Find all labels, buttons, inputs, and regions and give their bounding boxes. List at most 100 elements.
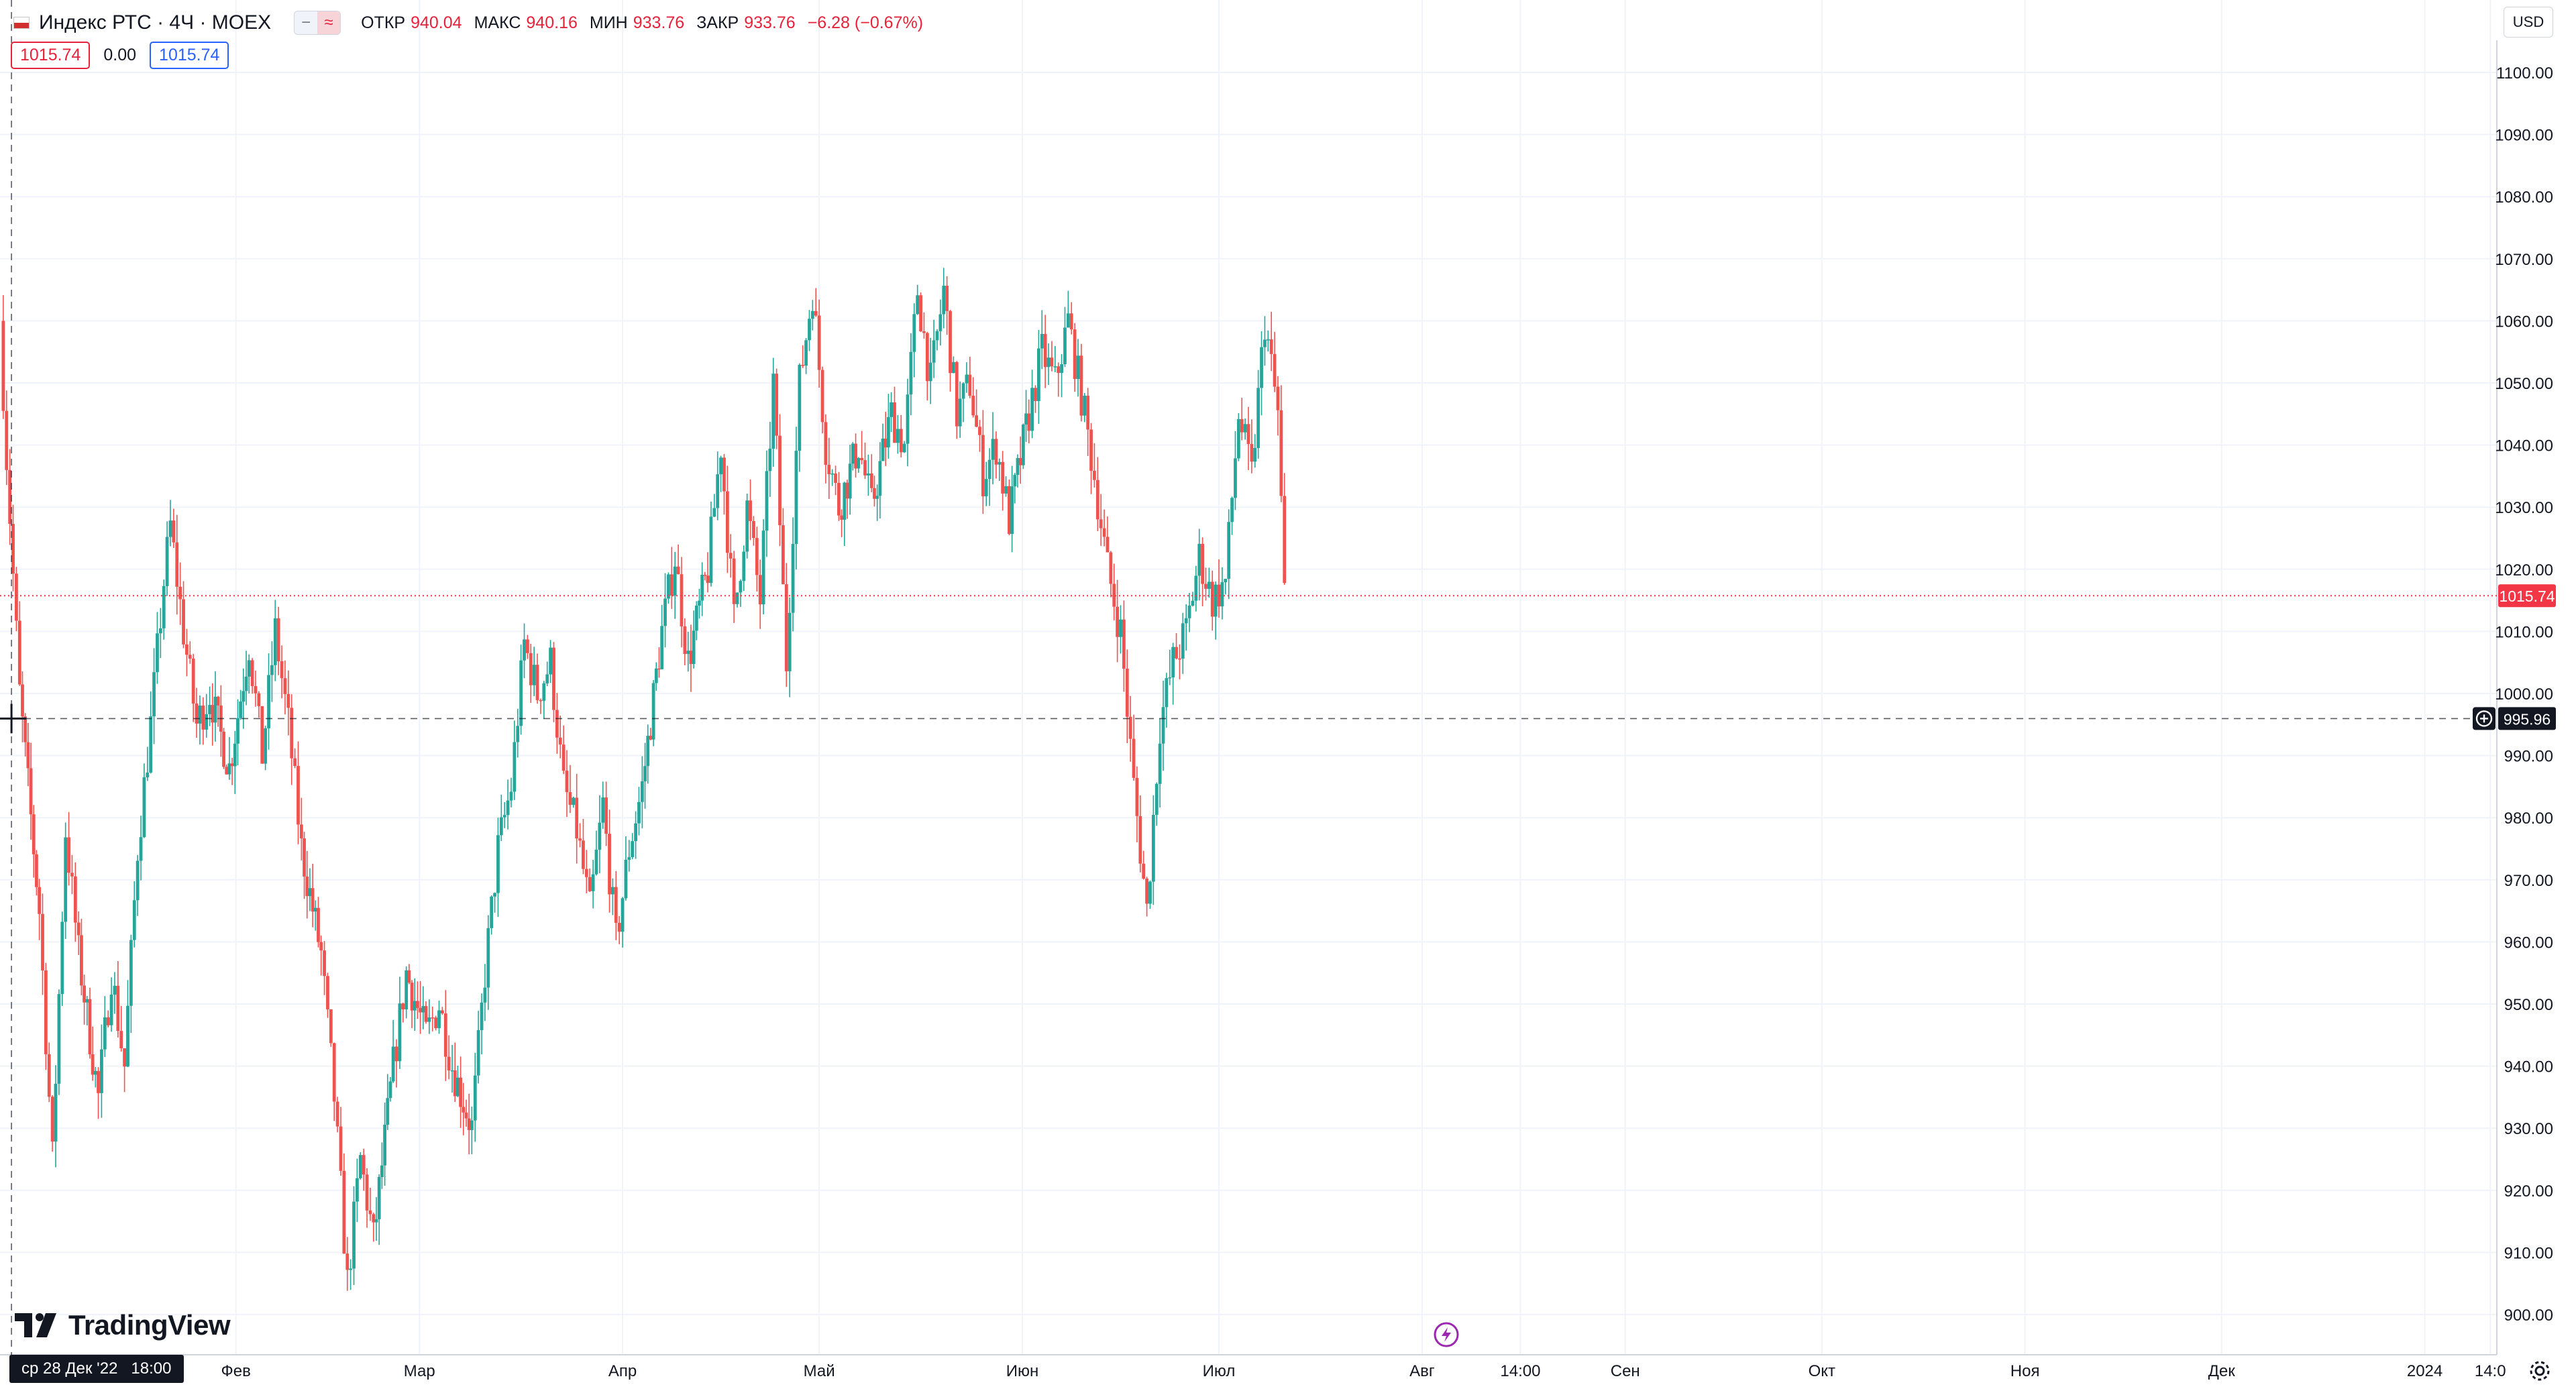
currency-button[interactable]: USD <box>2504 7 2553 38</box>
candle-body <box>1217 584 1221 607</box>
candle-body <box>768 448 772 471</box>
price-tick-label: 920.00 <box>2504 1182 2553 1201</box>
candle-body <box>276 618 280 661</box>
candle-body <box>1128 716 1132 739</box>
candle-body <box>142 777 146 838</box>
candle-body <box>165 537 169 586</box>
candle-body <box>175 542 179 587</box>
candle-body <box>319 942 323 951</box>
candle-body <box>1083 396 1087 416</box>
candle-body <box>126 1005 129 1067</box>
candle-body <box>93 1070 97 1075</box>
candle-body <box>840 515 844 520</box>
candle-body <box>1279 410 1283 496</box>
symbol-title[interactable]: Индекс РТС · 4Ч · MOEX <box>39 11 272 34</box>
candle-body <box>339 1126 343 1171</box>
candle-body <box>1175 647 1178 659</box>
price-tick-label: 900.00 <box>2504 1306 2553 1325</box>
candle-body <box>788 612 792 671</box>
candle-body <box>459 1077 463 1107</box>
candle-body <box>247 660 251 677</box>
candle-body <box>158 628 162 634</box>
candle-body <box>1001 461 1005 494</box>
candle-body <box>8 469 12 524</box>
candle-body <box>975 415 978 427</box>
candle-body <box>1184 618 1188 624</box>
candle-body <box>834 473 837 484</box>
candle-body <box>1053 366 1057 368</box>
candle-body <box>1187 605 1191 618</box>
candle-body <box>778 435 782 526</box>
candle-body <box>236 718 239 744</box>
low-value: 933.76 <box>633 13 685 32</box>
price-tick-label: 1090.00 <box>2495 127 2553 145</box>
candle-body <box>925 333 929 382</box>
candle-body <box>431 1017 435 1019</box>
candle-body <box>516 726 520 742</box>
candle-body <box>470 1120 474 1130</box>
candle-body <box>604 797 608 834</box>
candle-body <box>961 383 965 399</box>
candle-body <box>1 321 5 411</box>
candle-body <box>722 457 726 492</box>
candle-body <box>591 874 595 891</box>
candle-body <box>742 551 746 581</box>
candle-body <box>883 439 888 448</box>
gear-icon[interactable] <box>2528 1359 2552 1383</box>
candle-body <box>172 520 176 543</box>
candle-body <box>21 684 24 717</box>
candle-body <box>23 716 28 742</box>
candle-body <box>239 701 243 718</box>
candle-body <box>981 435 985 497</box>
candle-body <box>771 374 775 449</box>
candle-body <box>700 575 704 601</box>
candle-body <box>1132 738 1136 778</box>
candle-body <box>29 768 33 815</box>
sell-button[interactable]: 1015.74 <box>11 42 91 69</box>
buy-button[interactable]: 1015.74 <box>150 42 229 69</box>
candle-body <box>407 970 411 983</box>
lightning-icon[interactable] <box>1433 1321 1460 1348</box>
candle-body <box>230 763 234 767</box>
plus-circle-ring <box>2475 710 2493 727</box>
candle-body <box>735 592 739 604</box>
candle-body <box>213 696 217 723</box>
candle-body <box>356 1178 359 1202</box>
candle-body <box>863 460 867 476</box>
price-tick-label: 1070.00 <box>2495 251 2553 269</box>
candle-body <box>692 630 696 665</box>
candle-body <box>902 443 906 453</box>
candle-body <box>676 566 680 575</box>
candle-body <box>264 728 268 764</box>
candle-body <box>649 736 653 740</box>
candle-body <box>156 633 159 673</box>
remove-icon[interactable]: − <box>301 13 311 32</box>
candle-body <box>88 999 92 1054</box>
candle-body <box>405 970 409 1009</box>
candle-body <box>476 1029 480 1076</box>
candle-body <box>305 876 309 897</box>
candle-body <box>716 474 720 508</box>
candle-body <box>808 319 811 341</box>
candle-body <box>709 516 713 583</box>
candle-body <box>719 457 722 475</box>
candle-body <box>942 286 946 315</box>
candle-body <box>85 999 89 1003</box>
compare-icon[interactable]: ≈ <box>317 11 341 34</box>
candle-body <box>1250 444 1254 462</box>
candle-body <box>565 771 569 793</box>
candle-body <box>991 439 995 460</box>
price-tick-label: 1010.00 <box>2495 623 2553 641</box>
time-tick-label: 2024 <box>2407 1362 2443 1380</box>
price-tick-label: 1040.00 <box>2495 437 2553 455</box>
candle-body <box>132 900 136 940</box>
candle-body <box>1112 583 1116 607</box>
high-value: 940.16 <box>526 13 578 32</box>
candle-body <box>1224 579 1228 583</box>
last-price-tag <box>2498 584 2556 608</box>
brand-logo[interactable]: TradingView <box>15 1309 231 1341</box>
candle-body <box>909 351 913 395</box>
price-tick-label: 1030.00 <box>2495 499 2553 517</box>
candle-body <box>694 605 698 631</box>
